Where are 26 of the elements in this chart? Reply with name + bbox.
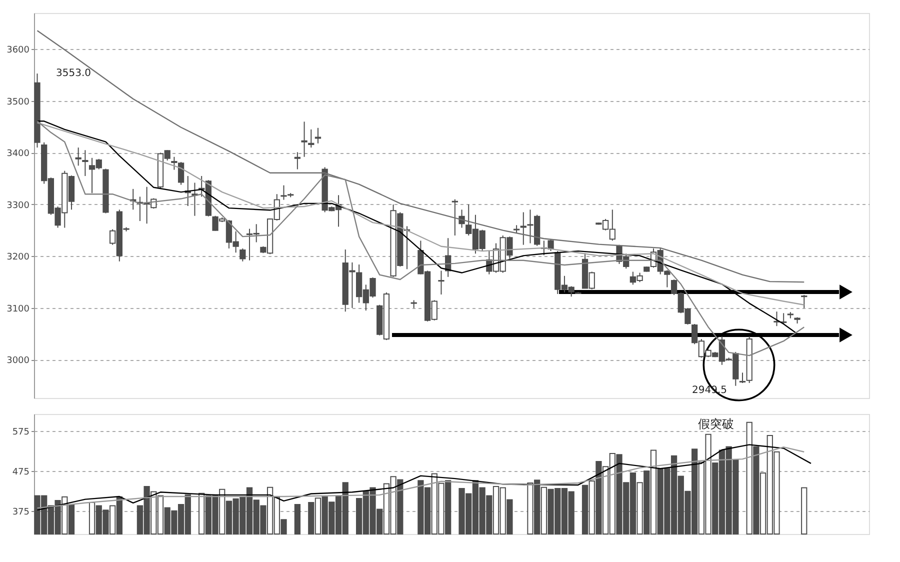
y-tick-label: 3400 [6, 149, 30, 160]
candlestick [452, 198, 458, 236]
candlestick [308, 128, 314, 148]
candlestick [774, 311, 780, 327]
candlestick [314, 127, 322, 144]
candlestick [301, 121, 308, 158]
y-tick-label: 3300 [6, 200, 30, 211]
annotation: 假突破 [698, 417, 734, 431]
candlestick [82, 150, 88, 177]
y-tick-label: 575 [12, 428, 30, 438]
candlestick [75, 147, 82, 166]
y-tick-label: 3600 [6, 46, 30, 56]
y-tick-label: 475 [12, 468, 30, 478]
y-tick-label: 3200 [6, 252, 30, 263]
candlestick [240, 248, 246, 262]
candlestick [294, 152, 301, 170]
y-tick-label: 3500 [6, 97, 30, 108]
candlestick [739, 372, 746, 384]
candlestick [801, 294, 808, 308]
candlestick [438, 270, 444, 296]
annotation: 3553.0 [56, 68, 91, 79]
line-series [36, 30, 805, 283]
candlestick [520, 212, 526, 246]
y-tick-label: 3000 [6, 356, 30, 366]
y-tick-label: 3100 [6, 304, 30, 314]
y-tick-label: 375 [12, 507, 30, 518]
